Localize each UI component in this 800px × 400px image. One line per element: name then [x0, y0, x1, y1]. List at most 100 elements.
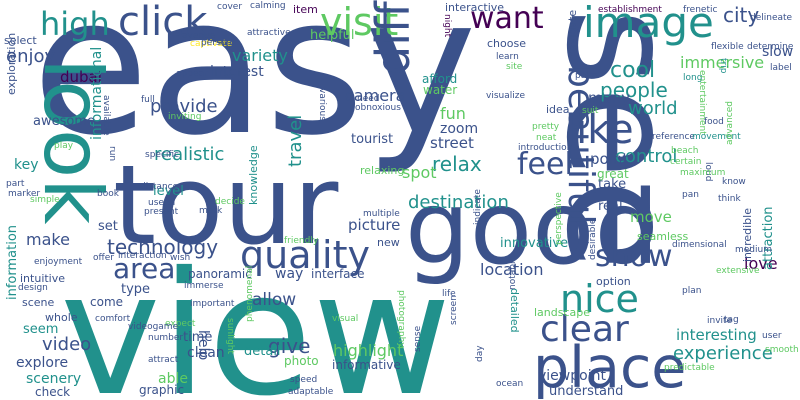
word-visit: visit: [320, 0, 399, 44]
word-technology: technology: [107, 235, 219, 259]
word-sunlight: sunlight: [225, 318, 235, 355]
word-option: option: [596, 275, 631, 288]
word-great: great: [597, 167, 629, 181]
word-area: area: [113, 252, 176, 285]
word-offer: offer: [93, 253, 114, 263]
word-landscape: landscape: [534, 306, 591, 319]
word-click: click: [118, 0, 208, 45]
word-attractive: attractive: [247, 28, 291, 38]
word-present: present: [144, 207, 179, 217]
word-many: many: [588, 89, 631, 107]
word-design: design: [18, 283, 48, 293]
word-advanced: advanced: [725, 101, 735, 145]
word-day: day: [475, 345, 485, 362]
word-water: water: [423, 83, 458, 97]
word-photography: photography: [396, 290, 406, 348]
word-immerse: immerse: [184, 281, 224, 291]
word-avenue: avenue: [182, 31, 216, 41]
word-helpful: helpful: [310, 28, 355, 43]
word-need: need: [357, 94, 380, 104]
word-appear: appear: [176, 69, 208, 79]
word-extensive: extensive: [716, 266, 760, 276]
word-spot: spot: [402, 163, 437, 182]
word-think: think: [718, 194, 741, 204]
word-immersive: immersive: [680, 53, 765, 72]
word-interface: interface: [311, 267, 365, 281]
word-night: night: [442, 14, 452, 38]
word-people: people: [600, 78, 668, 102]
word-select: select: [4, 34, 37, 47]
word-plan: plan: [682, 286, 702, 296]
word-move: move: [630, 208, 672, 226]
word-come: come: [90, 295, 124, 309]
word-location: location: [480, 260, 544, 279]
word-clear: clear: [540, 309, 629, 350]
word-type: type: [121, 282, 151, 297]
word-variety: variety: [232, 46, 288, 65]
word-show: show: [595, 239, 673, 274]
word-photo: photo: [284, 354, 319, 368]
word-screen: screen: [449, 295, 459, 325]
word-medium: medium: [735, 245, 772, 255]
word-learn: learn: [496, 52, 519, 62]
word-phenomenal: phenomenal: [245, 265, 255, 322]
word-detail: detail: [244, 344, 281, 359]
word-tour: tour: [113, 141, 339, 269]
word-knowledge: knowledge: [247, 145, 260, 205]
word-mark: mark: [199, 206, 223, 216]
word-way: way: [275, 266, 304, 282]
word-frenetic: frenetic: [683, 5, 718, 15]
word-smooth: smooth: [765, 345, 799, 355]
word-important: important: [190, 299, 235, 309]
word-neat: neat: [536, 133, 557, 143]
word-entertainment: entertainment: [697, 70, 707, 135]
word-attract: attract: [148, 355, 179, 365]
word-panoramic: panoramic: [188, 267, 252, 281]
word-wish: wish: [170, 253, 191, 263]
word-quality: quality: [240, 233, 370, 277]
word-able: able: [158, 371, 188, 387]
word-innovative: innovative: [500, 236, 569, 251]
word-tourist: tourist: [351, 132, 394, 147]
word-videogame: videogame: [128, 322, 179, 332]
word-dimensional: dimensional: [672, 240, 727, 250]
word-explore: explore: [16, 355, 69, 371]
word-item: item: [293, 3, 318, 16]
word-adaptable: adaptable: [288, 387, 334, 397]
word-slow: slow: [762, 44, 794, 60]
word-take: take: [598, 177, 627, 192]
word-expect: expect: [165, 319, 196, 329]
word-tag: tag: [724, 315, 739, 325]
word-viewpoint: viewpoint: [538, 368, 606, 384]
word-level: level: [153, 184, 184, 199]
word-view: view: [60, 236, 452, 400]
word-establishment: establishment: [598, 5, 662, 15]
word-control: control: [615, 146, 678, 167]
word-check: check: [35, 385, 71, 399]
word-number: number: [148, 333, 184, 343]
word-ocean: ocean: [496, 379, 524, 389]
word-available: available: [101, 95, 111, 136]
word-marker: marker: [8, 189, 41, 199]
word-comfort: comfort: [95, 314, 131, 324]
word-love: love: [744, 254, 778, 273]
word-interaction: interaction: [118, 251, 167, 261]
word-interesting: interesting: [676, 326, 757, 344]
word-friendly: friendly: [284, 236, 319, 246]
word-informative: informative: [332, 358, 401, 372]
word-interest: interest: [210, 64, 264, 80]
word-book: book: [97, 189, 119, 199]
word-part: part: [6, 179, 25, 189]
word-movement: movement: [692, 132, 741, 142]
word-camera: camera: [345, 86, 406, 105]
word-calming: calming: [250, 1, 286, 11]
word-feel: feel: [517, 147, 573, 182]
word-captivate: captivate: [190, 39, 233, 49]
word-scene: scene: [22, 296, 55, 309]
word-desirable: desirable: [588, 218, 598, 260]
word-suit: suit: [582, 106, 599, 116]
word-maximum: maximum: [680, 168, 726, 178]
word-perspective: perspective: [554, 192, 564, 245]
word-place: place: [533, 335, 687, 400]
